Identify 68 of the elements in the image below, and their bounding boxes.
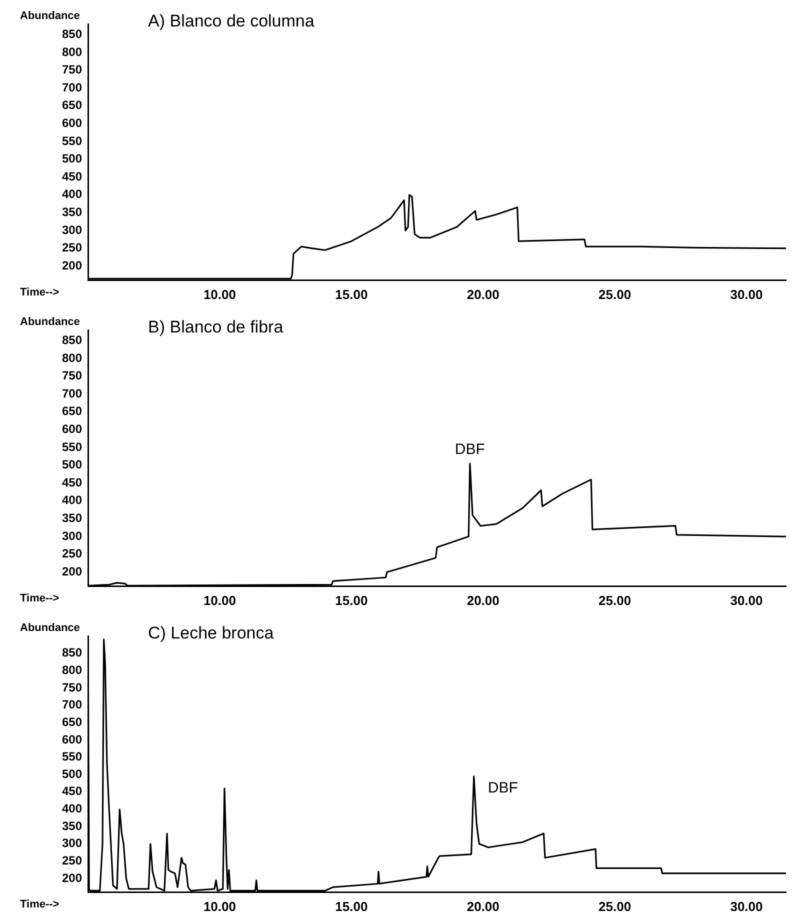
y-tick-label: 250 <box>62 240 82 255</box>
chart-title: A) Blanco de columna <box>148 12 315 31</box>
x-tick-label: 20.00 <box>466 898 500 914</box>
y-axis-title: Abundance <box>20 10 80 22</box>
y-axis-title: Abundance <box>20 622 80 634</box>
annotation: DBF <box>454 441 485 458</box>
x-tick-label: 10.00 <box>203 898 236 914</box>
x-axis-title: Time--> <box>20 286 60 298</box>
y-tick-label: 550 <box>62 750 82 764</box>
y-tick-label: 550 <box>62 440 82 454</box>
y-tick-label: 600 <box>62 422 82 436</box>
x-tick-label: 30.00 <box>730 286 763 302</box>
y-tick-label: 500 <box>62 458 82 472</box>
y-tick-label: 400 <box>62 802 82 816</box>
y-tick-label: 850 <box>62 646 82 660</box>
y-tick-label: 450 <box>62 784 82 798</box>
y-tick-label: 650 <box>62 404 82 418</box>
y-tick-label: 350 <box>62 511 82 526</box>
y-tick-label: 750 <box>62 368 82 383</box>
x-tick-label: 25.00 <box>598 592 632 608</box>
y-tick-label: 850 <box>62 26 82 41</box>
y-tick-label: 400 <box>62 187 82 202</box>
y-tick-label: 600 <box>62 732 82 746</box>
x-axis-title: Time--> <box>20 592 60 604</box>
x-tick-label: 25.00 <box>598 898 632 914</box>
x-tick-label: 10.00 <box>203 286 236 302</box>
y-tick-label: 200 <box>62 258 82 272</box>
y-tick-label: 350 <box>62 205 82 220</box>
x-tick-label: 25.00 <box>598 286 632 302</box>
y-tick-label: 750 <box>62 62 82 77</box>
x-tick-label: 30.00 <box>730 592 763 608</box>
y-tick-label: 350 <box>62 818 82 833</box>
y-tick-label: 500 <box>62 766 82 781</box>
y-tick-label: 300 <box>62 528 82 543</box>
y-tick-label: 450 <box>62 475 82 490</box>
y-tick-label: 700 <box>62 386 82 400</box>
y-tick-label: 800 <box>62 44 82 59</box>
y-tick-label: 600 <box>62 116 82 130</box>
y-tick-label: 750 <box>62 680 82 694</box>
y-tick-label: 800 <box>62 662 82 677</box>
y-tick-label: 500 <box>62 152 82 166</box>
y-tick-label: 650 <box>62 714 82 729</box>
y-tick-label: 650 <box>62 98 82 112</box>
x-tick-label: 15.00 <box>335 286 368 302</box>
y-tick-label: 250 <box>62 854 82 868</box>
y-tick-label: 300 <box>62 222 82 237</box>
y-tick-label: 200 <box>62 870 82 885</box>
x-tick-label: 30.00 <box>730 898 763 914</box>
x-tick-label: 15.00 <box>335 592 368 608</box>
y-tick-label: 400 <box>62 493 82 508</box>
annotation: DBF <box>488 779 518 796</box>
x-tick-label: 20.00 <box>466 286 500 302</box>
y-axis-title: Abundance <box>20 316 80 328</box>
y-tick-label: 300 <box>62 836 82 850</box>
y-tick-label: 550 <box>62 134 82 148</box>
x-tick-label: 10.00 <box>203 592 236 608</box>
y-tick-label: 700 <box>62 80 82 94</box>
x-tick-label: 20.00 <box>466 592 500 608</box>
y-tick-label: 850 <box>62 332 82 347</box>
y-tick-label: 450 <box>62 169 82 184</box>
chart-title: B) Blanco de fibra <box>148 318 284 337</box>
y-tick-label: 700 <box>62 698 82 712</box>
chart-title: C) Leche bronca <box>148 624 274 643</box>
x-tick-label: 15.00 <box>335 898 368 914</box>
y-tick-label: 250 <box>62 546 82 561</box>
x-axis-title: Time--> <box>20 898 60 910</box>
y-tick-label: 200 <box>62 564 82 578</box>
y-tick-label: 800 <box>62 350 82 365</box>
